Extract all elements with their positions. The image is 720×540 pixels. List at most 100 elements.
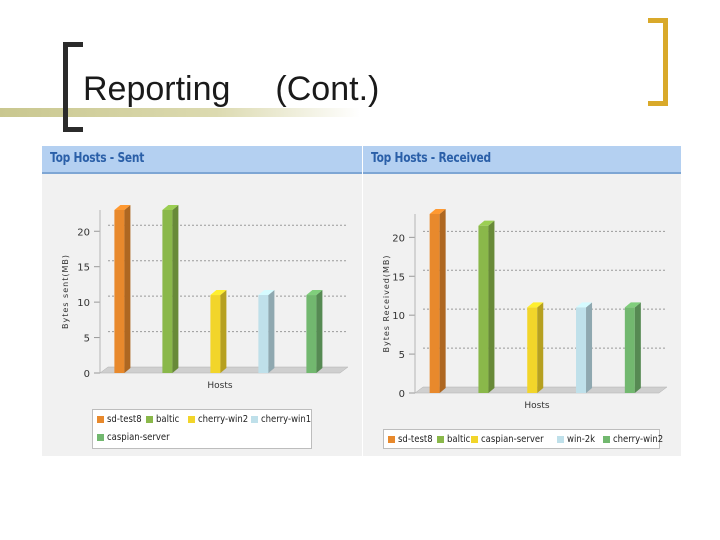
bar-top: [210, 290, 227, 296]
legend-swatch: [97, 434, 104, 441]
bar-front: [429, 214, 440, 393]
bar-front: [624, 307, 635, 393]
y-axis-label: Bytes sent(MB): [61, 254, 70, 329]
right-bracket-decoration: [648, 18, 668, 106]
y-tick-label: 10: [392, 311, 405, 322]
legend-item: cherry-win2: [188, 414, 257, 425]
bar-top: [624, 302, 641, 308]
bar-front: [306, 295, 317, 373]
bar-top: [478, 220, 495, 226]
legend-swatch: [251, 416, 258, 423]
legend-item: sd-test8: [388, 434, 439, 445]
legend-swatch: [146, 416, 153, 423]
slide-title: Reporting (Cont.): [83, 70, 379, 109]
received-panel: Top Hosts - Received 0 5 10 15 20 Bytes Recei…: [363, 146, 681, 456]
bar-top: [527, 302, 544, 308]
legend-item: sd-test8: [97, 414, 148, 425]
sent-panel: Top Hosts - Sent 0 5 10 15 20 Bytes sent(MB) H…: [42, 146, 362, 456]
legend-label: cherry-win2: [198, 414, 249, 425]
legend-swatch: [557, 436, 564, 443]
legend-item: baltic: [437, 434, 474, 445]
received-chart: 0 5 10 15 20 Bytes Received(MB) Hosts: [382, 209, 668, 411]
bar-side: [488, 220, 495, 393]
legend-label: baltic: [156, 414, 180, 425]
received-panel-body: 0 5 10 15 20 Bytes Received(MB) Hosts sd-test8…: [363, 174, 681, 456]
bar-sd-test8: [114, 205, 131, 373]
bar-side: [220, 290, 227, 373]
sent-chart: 0 5 10 15 20 Bytes sent(MB) Hosts: [61, 205, 349, 391]
legend-item: cherry-win2: [603, 434, 672, 445]
sent-panel-body: 0 5 10 15 20 Bytes sent(MB) Hosts sd-test8 balt…: [42, 174, 362, 456]
x-axis-label: Hosts: [207, 381, 232, 391]
bar-side: [439, 209, 446, 393]
bar-cherry-win2: [624, 302, 641, 393]
y-tick-label: 15: [392, 272, 405, 283]
bar-baltic: [162, 205, 179, 373]
bar-top: [576, 302, 593, 308]
y-tick-label: 0: [84, 369, 90, 380]
legend-swatch: [97, 416, 104, 423]
legend-item: baltic: [146, 414, 183, 425]
bar-caspian-server: [527, 302, 544, 393]
legend-swatch: [471, 436, 478, 443]
y-tick-label: 10: [77, 298, 90, 309]
bar-front: [114, 210, 125, 373]
bar-side: [172, 205, 179, 373]
title-underline: [0, 108, 360, 117]
legend-label: win-2k: [567, 434, 596, 445]
bar-side: [268, 290, 275, 373]
left-bracket-decoration: [63, 42, 83, 132]
sent-panel-title: Top Hosts - Sent: [50, 151, 145, 166]
bar-front: [576, 307, 587, 393]
legend-item: caspian-server: [471, 434, 555, 445]
received-panel-header: Top Hosts - Received: [363, 146, 681, 174]
bar-front: [527, 307, 538, 393]
bar-front: [210, 295, 221, 373]
sent-panel-header: Top Hosts - Sent: [42, 146, 362, 174]
bar-front: [162, 210, 173, 373]
title-sub: (Cont.): [275, 70, 380, 108]
legend-label: sd-test8: [398, 434, 433, 445]
legend-swatch: [603, 436, 610, 443]
legend-label: caspian-server: [107, 432, 170, 443]
bar-side: [124, 205, 131, 373]
y-tick-label: 5: [84, 334, 90, 345]
y-tick-label: 15: [77, 263, 90, 274]
legend-label: sd-test8: [107, 414, 142, 425]
title-main: Reporting: [83, 70, 231, 108]
bar-side: [316, 290, 323, 373]
bar-caspian-server: [306, 290, 323, 373]
legend-item: caspian-server: [97, 432, 181, 443]
bar-sd-test8: [429, 209, 446, 393]
bar-top: [258, 290, 275, 296]
legend-label: baltic: [447, 434, 471, 445]
bar-cherry-win1: [258, 290, 275, 373]
legend-swatch: [388, 436, 395, 443]
bar-top: [306, 290, 323, 296]
legend-item: cherry-win1: [251, 414, 320, 425]
bar-side: [634, 302, 641, 393]
bar-side: [586, 302, 593, 393]
bar-top: [114, 205, 131, 210]
legend-swatch: [188, 416, 195, 423]
y-tick-label: 20: [77, 227, 90, 238]
sent-legend: sd-test8 baltic cherry-win2 cherry-win1 casp…: [92, 409, 312, 449]
legend-label: caspian-server: [481, 434, 544, 445]
received-panel-title: Top Hosts - Received: [371, 151, 491, 166]
y-tick-label: 0: [399, 389, 405, 400]
bar-top: [162, 205, 179, 210]
bar-win-2k: [576, 302, 593, 393]
bar-front: [258, 295, 269, 373]
y-axis-label: Bytes Received(MB): [382, 254, 391, 352]
legend-label: cherry-win2: [613, 434, 664, 445]
y-tick-label: 20: [392, 233, 405, 244]
legend-item: win-2k: [557, 434, 600, 445]
bar-side: [537, 302, 544, 393]
bar-baltic: [478, 220, 495, 393]
legend-label: cherry-win1: [261, 414, 312, 425]
y-tick-label: 5: [399, 350, 405, 361]
legend-swatch: [437, 436, 444, 443]
bar-front: [478, 225, 489, 393]
received-legend: sd-test8 baltic caspian-server win-2k cherry…: [383, 429, 663, 449]
bar-top: [429, 209, 446, 214]
